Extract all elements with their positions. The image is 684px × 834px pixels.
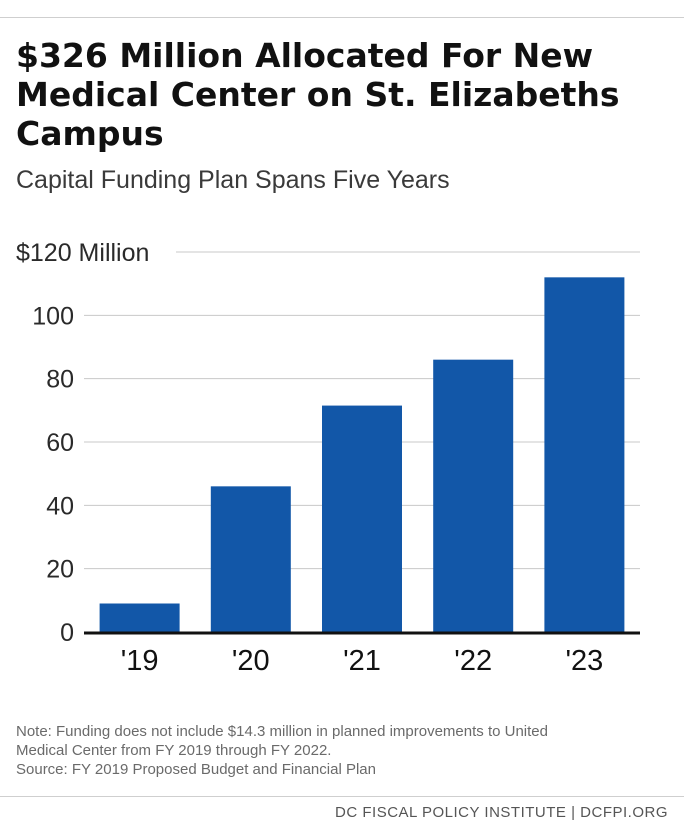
- y-tick-label: 80: [46, 366, 74, 394]
- x-tick-label: '21: [343, 645, 381, 677]
- y-tick-label: 60: [46, 429, 74, 457]
- note-line-1: Note: Funding does not include $14.3 mil…: [16, 723, 548, 740]
- chart-note: Note: Funding does not include $14.3 mil…: [16, 722, 666, 779]
- bottom-rule: [0, 796, 684, 797]
- y-tick-label: 40: [46, 492, 74, 520]
- bar: [433, 359, 514, 632]
- y-tick-label: $120 Million: [16, 239, 149, 267]
- footer-credit: DC FISCAL POLICY INSTITUTE | DCFPI.ORG: [335, 804, 668, 821]
- note-line-2: Medical Center from FY 2019 through FY 2…: [16, 742, 332, 759]
- x-tick-label: '20: [232, 645, 270, 677]
- bar: [210, 486, 291, 632]
- x-tick-label: '19: [121, 645, 159, 677]
- source-line: Source: FY 2019 Proposed Budget and Fina…: [16, 761, 376, 778]
- bar: [322, 405, 402, 632]
- bar-chart: 0 20 40 60 80 100 $120 Million '19 '20 '21 '22 '23: [16, 239, 640, 677]
- x-tick-label: '22: [454, 645, 492, 677]
- chart-title: $326 Million Allocated For New Medical C…: [16, 36, 620, 153]
- bar: [544, 277, 625, 632]
- y-tick-label: 100: [32, 302, 74, 330]
- bar: [99, 603, 180, 632]
- x-tick-label: '23: [566, 645, 604, 677]
- y-tick-label: 20: [46, 556, 74, 584]
- y-tick-label: 0: [60, 619, 74, 647]
- chart-subtitle: Capital Funding Plan Spans Five Years: [16, 166, 450, 194]
- top-rule: [0, 17, 684, 18]
